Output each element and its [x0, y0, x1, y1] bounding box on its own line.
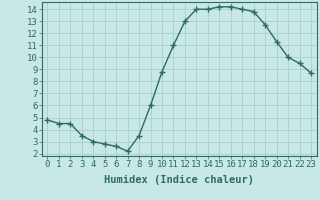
- X-axis label: Humidex (Indice chaleur): Humidex (Indice chaleur): [104, 175, 254, 185]
